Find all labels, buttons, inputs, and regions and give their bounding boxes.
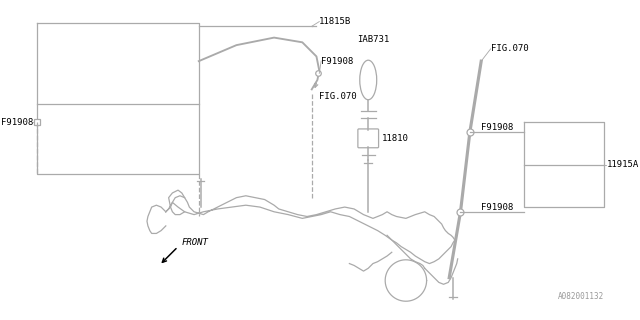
Ellipse shape (360, 60, 377, 100)
Text: FIG.070: FIG.070 (319, 92, 357, 101)
Text: A082001132: A082001132 (557, 292, 604, 301)
Text: 11810: 11810 (381, 134, 408, 143)
Text: 11815B: 11815B (319, 17, 351, 26)
Text: F91908: F91908 (481, 203, 513, 212)
FancyBboxPatch shape (358, 129, 379, 148)
Text: IAB731: IAB731 (357, 35, 389, 44)
Text: FIG.070: FIG.070 (491, 44, 528, 53)
Text: F91908: F91908 (321, 57, 353, 66)
Text: F91908: F91908 (481, 123, 513, 132)
Text: FRONT: FRONT (182, 238, 209, 247)
Text: 11915A: 11915A (607, 160, 639, 169)
Text: F91908: F91908 (1, 118, 33, 127)
